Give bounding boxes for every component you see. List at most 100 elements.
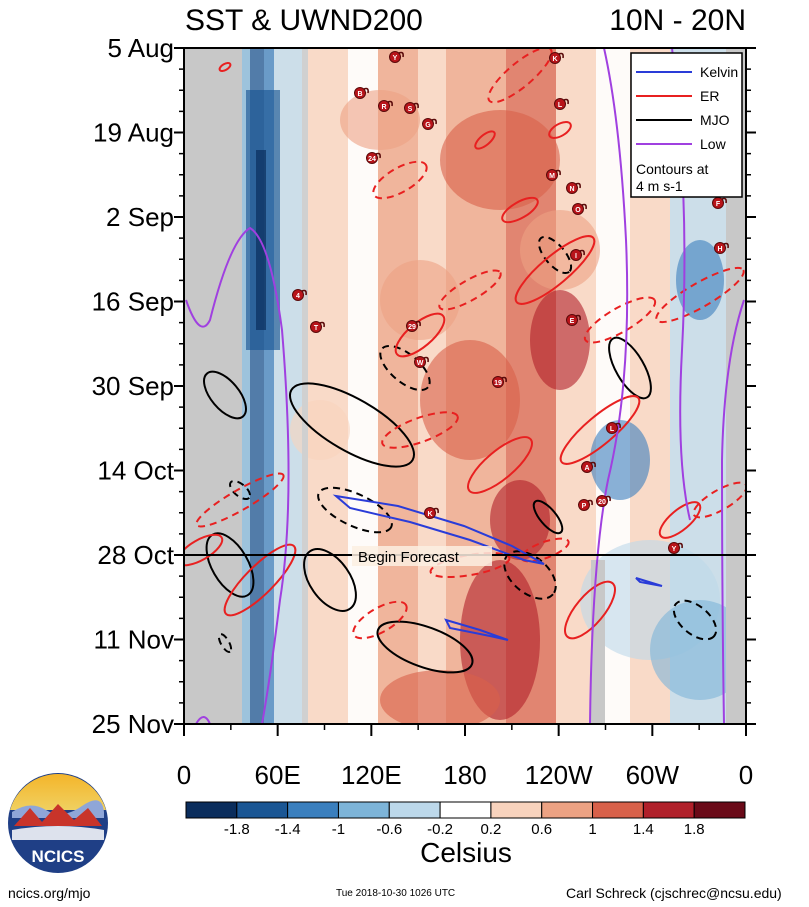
colorbar-tick-label: 0.2 bbox=[480, 821, 501, 838]
colorbar-swatch bbox=[541, 801, 594, 819]
x-tick-label: 180 bbox=[443, 760, 486, 790]
logo-wave bbox=[12, 826, 104, 840]
cyclone-label: Y bbox=[393, 55, 398, 62]
cyclone-marker bbox=[414, 356, 426, 368]
colorbar-swatch bbox=[388, 801, 441, 819]
cyclone-label: E bbox=[570, 318, 575, 325]
legend-label-low: Low bbox=[700, 136, 727, 152]
y-tick-label: 28 Oct bbox=[97, 540, 174, 570]
sst-anomaly-patch bbox=[340, 90, 420, 150]
er-contour bbox=[218, 62, 232, 72]
sst-anomaly-patches bbox=[290, 90, 746, 724]
cyclone-marker bbox=[378, 100, 390, 112]
colorbar-tick-label: 1.8 bbox=[684, 821, 705, 838]
cyclone-label: 4 bbox=[296, 293, 300, 300]
tropical-cyclone-markers: Y K B R S G 24 L M N O F H I 4 T 29 W 19 E L K A 20 P Y bbox=[292, 51, 729, 554]
legend: Kelvin ER MJO Low Contours at 4 m s-1 bbox=[630, 52, 743, 198]
cyclone-marker bbox=[578, 499, 590, 511]
cyclone-marker bbox=[566, 314, 578, 326]
low-contour bbox=[195, 716, 211, 724]
colorbar-swatch bbox=[439, 801, 492, 819]
cyclone-swirl bbox=[581, 203, 587, 210]
cyclone-swirl bbox=[413, 102, 419, 109]
cyclone-label: S bbox=[408, 106, 413, 113]
colorbar-swatch bbox=[185, 801, 238, 819]
cyclone-swirl bbox=[387, 100, 393, 107]
y-tick-label: 25 Nov bbox=[92, 709, 174, 739]
cyclone-marker bbox=[310, 321, 322, 333]
legend-note-line1: Contours at bbox=[636, 161, 708, 177]
mjo-contour bbox=[303, 548, 357, 612]
er-contour bbox=[548, 121, 572, 139]
legend-label-mjo: MJO bbox=[700, 112, 730, 128]
er-contour bbox=[487, 48, 553, 104]
cyclone-marker bbox=[566, 182, 578, 194]
cyclone-swirl bbox=[721, 197, 727, 204]
sst-anomaly-patch bbox=[380, 260, 460, 340]
colorbar-tick-label: -1.4 bbox=[275, 821, 301, 838]
sst-anomaly-patch bbox=[490, 480, 550, 560]
er-contour bbox=[655, 266, 745, 324]
sst-band bbox=[378, 48, 418, 724]
x-axis-labels: 0 60E 120E 180 120W 60W 0 bbox=[177, 760, 753, 790]
colorbar-tick-label: -0.2 bbox=[427, 821, 453, 838]
land-africa bbox=[184, 48, 242, 724]
logo-text: NCICS bbox=[32, 847, 85, 866]
footer-timestamp: Tue 2018-10-30 1026 UTC bbox=[336, 888, 456, 899]
mjo-contour bbox=[608, 336, 652, 400]
sst-anomaly-patch bbox=[440, 110, 560, 210]
cyclone-swirl bbox=[555, 169, 561, 176]
legend-label-kelvin: Kelvin bbox=[700, 64, 738, 80]
er-contour bbox=[520, 537, 570, 563]
land-india bbox=[302, 48, 308, 724]
colorbar-tick-label: -1 bbox=[332, 821, 345, 838]
cyclone-label: R bbox=[381, 104, 386, 111]
cyclone-marker bbox=[354, 87, 366, 99]
cyclone-label: B bbox=[357, 91, 362, 98]
cyclone-marker bbox=[389, 51, 401, 63]
er-contour bbox=[381, 411, 459, 449]
cyclone-label: G bbox=[425, 122, 431, 129]
y-tick-label: 30 Sep bbox=[92, 371, 174, 401]
cyclone-marker bbox=[606, 422, 618, 434]
cyclone-label: O bbox=[575, 207, 581, 214]
cyclone-swirl bbox=[605, 495, 611, 502]
colorbar-swatch bbox=[490, 801, 543, 819]
cyclone-marker bbox=[292, 289, 304, 301]
er-contour bbox=[438, 269, 502, 311]
colorbar-swatch bbox=[236, 801, 289, 819]
cyclone-label: H bbox=[717, 246, 722, 253]
cyclone-label: L bbox=[610, 426, 615, 433]
cyclone-swirl bbox=[363, 87, 369, 94]
forecast-label: Begin Forecast bbox=[358, 549, 460, 566]
cyclone-marker bbox=[581, 461, 593, 473]
y-tick-label: 2 Sep bbox=[106, 202, 174, 232]
mjo-contour bbox=[379, 344, 431, 392]
cyclone-swirl bbox=[587, 499, 593, 506]
cyclone-swirl bbox=[615, 422, 621, 429]
cyclone-marker bbox=[549, 52, 561, 64]
x-tick-label: 60E bbox=[255, 760, 301, 790]
cyclone-swirl bbox=[579, 249, 585, 256]
chart-title: SST & UWND200 bbox=[185, 4, 423, 37]
x-tick-label: 60W bbox=[626, 760, 680, 790]
footer-url[interactable]: ncics.org/mjo bbox=[8, 885, 91, 901]
er-contour bbox=[474, 130, 496, 150]
cyclone-swirl bbox=[415, 320, 421, 327]
er-contour bbox=[372, 160, 428, 200]
cyclone-swirl bbox=[563, 98, 569, 105]
sst-band bbox=[264, 48, 274, 724]
logo-clouds bbox=[12, 800, 104, 818]
cyclone-swirl bbox=[301, 289, 307, 296]
colorbar-tick-label: 1.4 bbox=[633, 821, 654, 838]
cyclone-swirl bbox=[575, 182, 581, 189]
er-contour bbox=[658, 501, 702, 539]
cyclone-label: A bbox=[584, 465, 589, 472]
kelvin-contour bbox=[444, 618, 509, 641]
er-contour bbox=[583, 296, 657, 344]
cyclone-label: 24 bbox=[368, 156, 376, 163]
x-tick-label: 120E bbox=[341, 760, 402, 790]
sst-anomaly-patch bbox=[676, 240, 724, 320]
mjo-contour bbox=[289, 382, 415, 468]
